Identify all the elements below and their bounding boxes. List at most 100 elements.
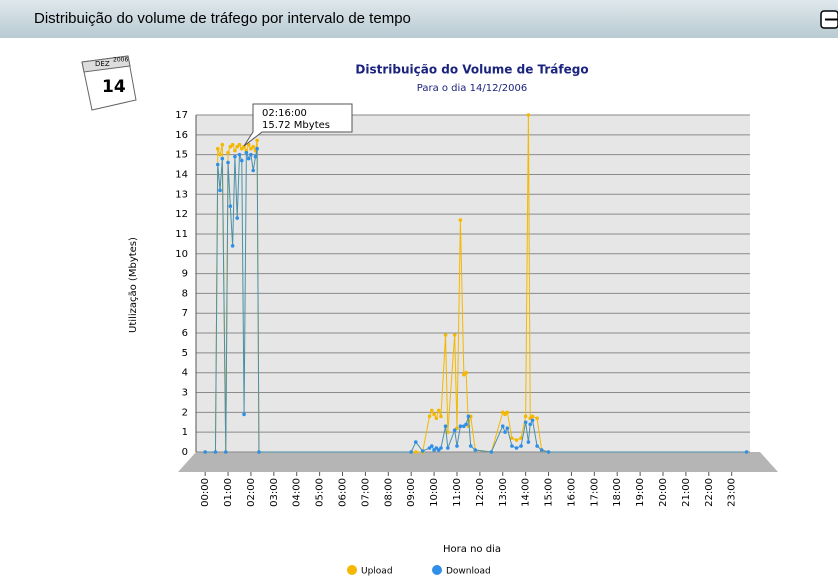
- x-tick-label: 17:00: [589, 478, 600, 507]
- legend-label: Download: [446, 567, 491, 577]
- data-point: [429, 408, 434, 413]
- y-tick-label: 9: [182, 269, 188, 280]
- data-point: [239, 158, 244, 163]
- data-point: [233, 148, 237, 153]
- data-point: [446, 446, 450, 450]
- data-point: [223, 450, 228, 454]
- y-tick-label: 14: [175, 169, 188, 180]
- data-point: [514, 446, 519, 450]
- x-tick-label: 01:00: [223, 478, 234, 507]
- y-tick-label: 4: [182, 368, 188, 379]
- data-point: [500, 424, 505, 429]
- data-point: [523, 414, 528, 419]
- legend-swatch: [432, 565, 442, 575]
- data-point: [235, 216, 240, 220]
- data-point: [510, 436, 514, 440]
- data-point: [220, 142, 225, 147]
- x-tick-label: 06:00: [338, 478, 349, 507]
- calendar-year: 2006: [113, 57, 128, 64]
- data-point: [255, 138, 259, 143]
- data-point: [439, 414, 443, 419]
- x-tick-label: 05:00: [315, 478, 326, 507]
- data-point: [744, 450, 749, 454]
- chart-title: Distribuição do Volume de Tráfego: [355, 63, 588, 77]
- data-point: [443, 333, 448, 337]
- data-point: [452, 428, 457, 432]
- data-point: [523, 420, 528, 425]
- data-point: [226, 150, 230, 155]
- data-point: [539, 448, 544, 452]
- data-point: [251, 168, 256, 173]
- data-point: [505, 410, 510, 415]
- tooltip-value: 15.72 Mbytes: [262, 120, 330, 131]
- data-point: [439, 446, 443, 450]
- data-point: [228, 204, 233, 208]
- data-point: [249, 152, 253, 157]
- data-point: [519, 444, 523, 448]
- data-point: [237, 152, 242, 157]
- x-tick-label: 15:00: [544, 478, 555, 507]
- data-point: [215, 162, 220, 167]
- data-point: [528, 422, 533, 427]
- y-tick-label: 16: [175, 130, 188, 141]
- data-point: [218, 152, 222, 157]
- data-point: [489, 450, 494, 454]
- data-point: [233, 154, 237, 159]
- chart-subtitle: Para o dia 14/12/2006: [417, 83, 528, 94]
- data-point: [226, 160, 230, 165]
- data-point: [530, 418, 535, 423]
- floor: [178, 452, 778, 472]
- y-tick-label: 11: [175, 229, 188, 240]
- data-point: [246, 156, 251, 161]
- y-tick-label: 5: [182, 348, 188, 359]
- data-point: [468, 444, 473, 448]
- x-tick-label: 20:00: [658, 478, 669, 507]
- data-point: [218, 188, 222, 193]
- data-point: [237, 142, 242, 147]
- y-tick-label: 10: [175, 249, 188, 260]
- legend-label: Upload: [361, 567, 393, 577]
- x-tick-label: 23:00: [727, 478, 738, 507]
- data-point: [427, 414, 432, 419]
- tooltip-time: 02:16:00: [262, 108, 307, 119]
- data-point: [203, 450, 207, 454]
- data-point: [230, 142, 235, 147]
- header-bar: [0, 0, 838, 38]
- y-tick-label: 15: [175, 150, 188, 161]
- data-point: [432, 412, 436, 417]
- data-point: [251, 144, 256, 149]
- data-point: [452, 333, 457, 337]
- data-point: [510, 444, 514, 448]
- x-tick-label: 04:00: [292, 478, 303, 507]
- data-point: [413, 450, 418, 454]
- y-tick-label: 3: [182, 388, 188, 399]
- calendar-icon: DEZ 2006 14: [81, 55, 137, 111]
- collapse-button[interactable]: [820, 10, 838, 29]
- header-title: Distribuição do volume de tráfego por in…: [34, 10, 411, 27]
- data-point: [213, 450, 218, 454]
- y-tick-label: 13: [175, 189, 188, 200]
- data-point: [215, 146, 220, 151]
- data-point: [458, 424, 463, 429]
- data-point: [434, 416, 439, 421]
- data-point: [466, 414, 471, 419]
- y-tick-label: 17: [175, 110, 188, 121]
- x-tick-label: 13:00: [498, 478, 509, 507]
- data-point: [505, 426, 510, 431]
- plot-area: [196, 115, 750, 452]
- legend-swatch: [347, 565, 357, 575]
- x-axis-label: Hora no dia: [443, 544, 501, 555]
- x-tick-label: 14:00: [521, 478, 532, 507]
- data-point: [420, 449, 425, 453]
- calendar-month: DEZ: [95, 60, 110, 68]
- y-tick-label: 12: [175, 209, 188, 220]
- data-point: [220, 156, 225, 161]
- x-tick-label: 10:00: [429, 478, 440, 507]
- data-point: [409, 450, 413, 454]
- calendar-day: 14: [102, 77, 126, 97]
- x-tick-label: 07:00: [360, 478, 371, 507]
- data-point: [413, 440, 418, 444]
- data-point: [546, 450, 551, 454]
- y-tick-label: 8: [182, 288, 188, 299]
